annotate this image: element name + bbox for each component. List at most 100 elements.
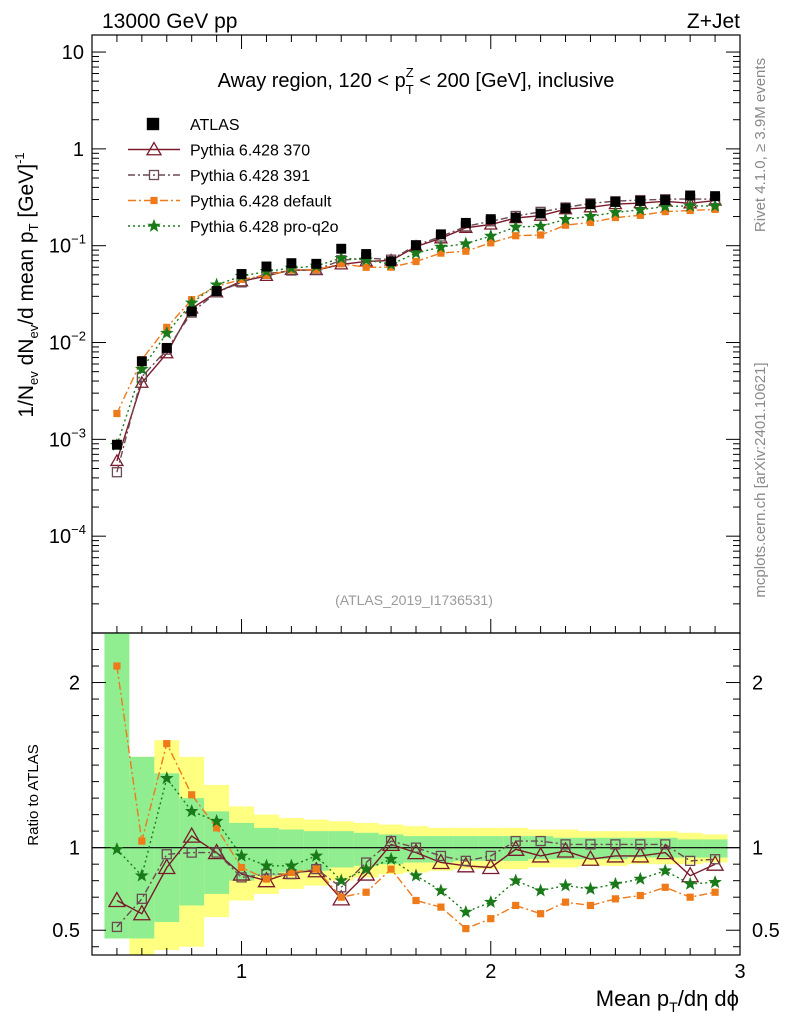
main-series-marker [711,205,719,213]
ratio-tick-label: 1 [69,838,80,860]
ratio-series-marker [560,839,571,850]
ratio-series-marker [531,846,550,863]
main-series-marker [636,211,644,219]
legend-label: Pythia 6.428 pro-q2o [190,219,339,236]
ratio-series-marker [434,883,448,897]
legend-marker [150,196,158,205]
ratio-series-marker [412,896,420,905]
ylabel-part-4: [GeV] [15,164,38,224]
main-series-marker [312,266,320,274]
analysis-id-label: (ATLAS_2019_I1736531) [335,592,493,608]
ratio-series-marker [708,875,722,889]
ratio-series-marker [485,850,496,862]
ratio-series-marker [163,740,171,748]
atlas-data-point [510,212,521,223]
plot-title: Away region, 120 < pTZ < 200 [GeV], incl… [218,65,615,97]
y-tick-exponent: −1 [71,232,86,247]
legend-label: Pythia 6.428 default [190,194,332,211]
ratio-series-marker [312,865,320,873]
band-inner-bin [328,831,354,868]
ratio-series-marker [309,848,324,862]
band-inner-bin [104,633,130,939]
legend: ATLAS Pythia 6.428 370 Pythia 6.428 391 Pyt… [128,117,339,236]
atlas-data-point [111,439,122,450]
ratio-series-marker [186,847,197,858]
main-series-marker [462,247,470,255]
main-series-marker [184,295,199,309]
ratio-series-marker [182,826,201,843]
atlas-data-point [161,342,172,353]
ratio-series-marker [161,849,172,860]
ratio-series-marker [581,849,600,866]
main-series-marker [633,202,648,216]
atlas-data-point [635,195,646,206]
ratio-series-marker [610,839,621,850]
legend-label-atlas: ATLAS [190,117,240,134]
atlas-data-point [261,261,272,272]
ratio-tick-label: 0.5 [52,920,80,942]
ratio-series-marker [410,842,422,853]
y-tick-label: 10−3 [49,425,86,451]
band-inner-bin [702,839,728,858]
legend-marker [147,218,161,232]
y-tick-label: 10−2 [49,329,86,355]
header-left-label: 13000 GeV pp [102,10,237,33]
ratio-series-marker [211,847,222,858]
ratio-series-marker [656,843,675,860]
ratio-series-marker [510,835,521,847]
ratio-series-marker [537,910,545,918]
ratio-series-marker [460,855,471,867]
ratio-axis-ticks: 1 2 3 2 2 1 1 0.5 0.5 [52,649,780,983]
atlas-data-point [435,229,446,240]
ratio-curves [107,662,725,933]
main-series-marker [362,263,370,271]
main-series-marker [109,453,125,467]
atlas-data-point [485,214,496,225]
ratio-tick-label-right: 2 [752,673,763,695]
ylabel-part-2: dN [15,339,38,372]
ratio-series-marker [437,903,445,911]
ratio-series-marker [213,824,221,832]
legend-label: Pythia 6.428 370 [190,143,310,160]
y-tick-label: 10−4 [49,522,86,548]
atlas-data-points [111,190,721,450]
ratio-series-marker [561,898,570,906]
atlas-data-point [286,258,297,269]
title-part-2: < 200 [GeV], inclusive [414,70,615,92]
main-series-marker [683,198,697,212]
ratio-series-marker [611,895,619,903]
ratio-series-marker [184,804,199,818]
ratio-series-marker [334,873,348,887]
band-inner-bin [179,798,205,906]
band-inner-bin [677,839,703,858]
ratio-series-marker [608,876,623,890]
title-superscript: Z [406,65,414,80]
ratio-series-marker [357,864,376,881]
title-subscript: T [406,82,414,97]
ratio-series-marker [685,855,696,867]
ratio-series-marker [113,662,121,670]
y-tick-base: 10 [49,333,71,355]
band-inner-bin [353,832,379,866]
atlas-data-point [560,203,571,214]
atlas-data-point [311,258,322,269]
main-series-marker [537,231,545,239]
main-series-marker [459,236,473,250]
ratio-series-marker [487,915,495,923]
atlas-data-point [386,256,397,267]
main-series-marker [409,245,423,259]
main-series-marker [608,205,623,219]
main-series-marker [136,371,147,383]
main-series-marker [412,257,420,266]
ylabel-sub-1: ev [26,371,41,385]
ratio-series-marker [484,895,498,908]
ratio-series-marker [585,839,596,850]
ratio-series-marker [435,850,447,862]
main-series-marker [135,361,149,375]
ratio-series-marker [606,846,625,863]
ratio-series-marker [506,840,525,856]
ratio-series-marker [135,868,149,882]
ratio-series-marker [462,924,470,933]
ratio-series-marker [660,839,671,850]
